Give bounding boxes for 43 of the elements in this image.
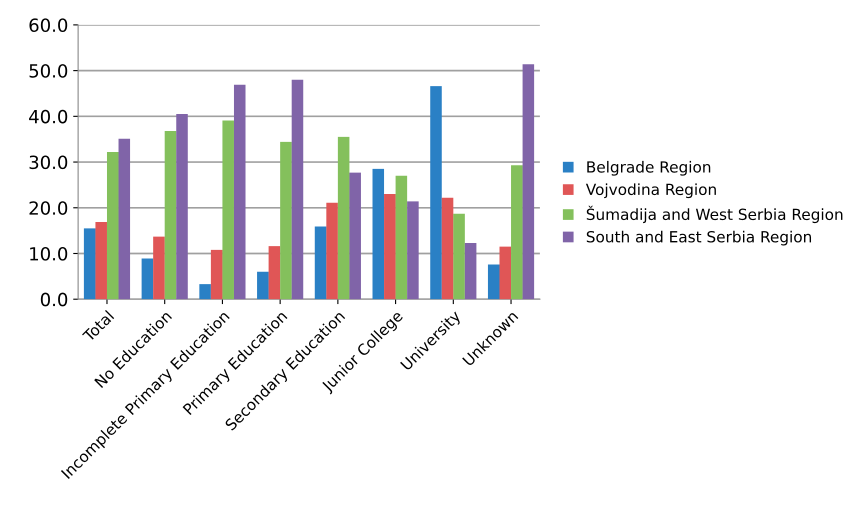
bar bbox=[326, 202, 338, 300]
y-tick-label: 30.0 bbox=[30, 156, 68, 170]
bar bbox=[84, 228, 96, 300]
legend-label: Vojvodina Region bbox=[586, 183, 716, 198]
bar bbox=[499, 246, 512, 300]
legend-label: Belgrade Region bbox=[587, 160, 710, 176]
bar bbox=[338, 136, 350, 300]
y-tick-label: 50.0 bbox=[30, 64, 68, 78]
y-tick-label: 10.0 bbox=[30, 246, 68, 261]
legend-label: Šumadija and West Serbia Region bbox=[586, 206, 842, 224]
y-tick-label: 40.0 bbox=[29, 110, 68, 124]
bar bbox=[257, 272, 269, 300]
bar bbox=[95, 222, 107, 300]
bar bbox=[372, 168, 384, 300]
bar bbox=[396, 176, 408, 300]
y-tick-label: 0.0 bbox=[40, 292, 68, 306]
bar bbox=[142, 258, 154, 300]
bar bbox=[164, 130, 176, 300]
bar bbox=[511, 165, 523, 300]
bar bbox=[488, 264, 500, 300]
y-tick-label: 20.0 bbox=[30, 201, 68, 215]
bar bbox=[153, 236, 165, 300]
bar bbox=[384, 194, 396, 300]
bar bbox=[292, 80, 304, 300]
bar bbox=[522, 64, 534, 300]
bar bbox=[442, 198, 454, 300]
legend-label: South and East Serbia Region bbox=[586, 230, 812, 246]
bar bbox=[464, 242, 476, 300]
bar bbox=[268, 246, 280, 300]
bar bbox=[199, 284, 211, 300]
bar bbox=[210, 250, 222, 300]
bar bbox=[430, 86, 442, 300]
bar bbox=[222, 120, 234, 300]
bar bbox=[176, 114, 188, 300]
bar bbox=[314, 226, 326, 300]
bar bbox=[106, 152, 119, 300]
bar bbox=[234, 84, 246, 300]
y-tick-label: 60.0 bbox=[29, 18, 68, 32]
bar bbox=[407, 201, 419, 300]
bar bbox=[349, 172, 361, 300]
bar bbox=[453, 214, 465, 300]
bar bbox=[118, 138, 130, 300]
bar bbox=[280, 142, 292, 300]
